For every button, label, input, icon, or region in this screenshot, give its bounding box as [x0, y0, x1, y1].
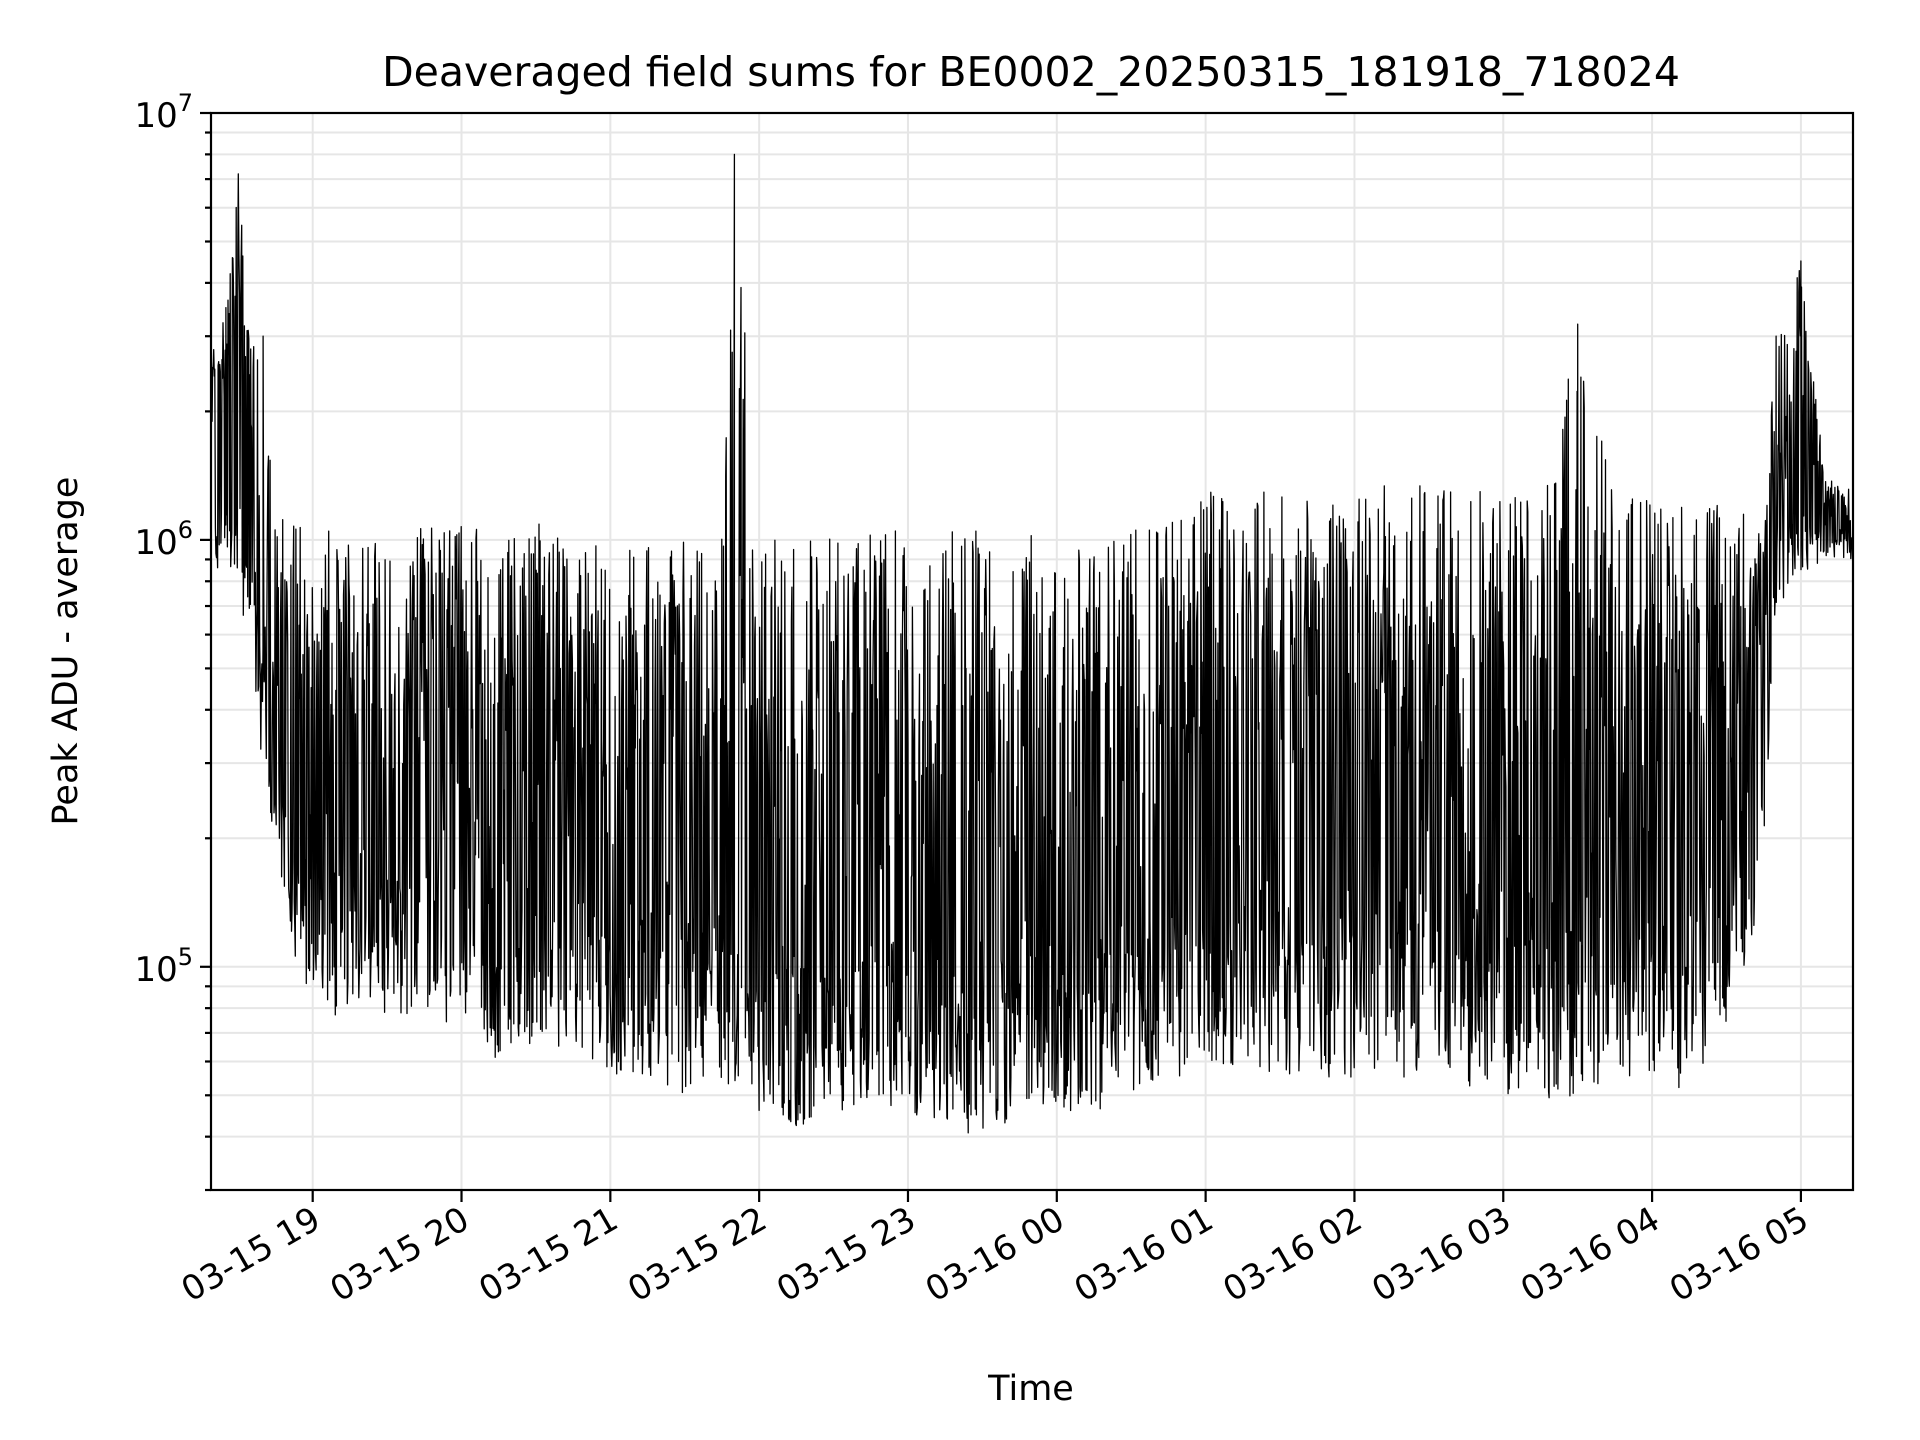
y-tick-label: 106 — [134, 516, 193, 563]
y-axis-label: Peak ADU - average — [46, 477, 86, 826]
series-line — [210, 153, 1854, 1134]
y-tick-label: 105 — [134, 943, 193, 990]
plot-area-frame — [209, 111, 1855, 1192]
y-tick-label: 107 — [134, 89, 193, 136]
chart-title: Deaveraged field sums for BE0002_2025031… — [382, 48, 1680, 96]
x-axis-label: Time — [987, 1369, 1074, 1409]
series-layer — [210, 153, 1854, 1134]
y-axis: 105 106 107 — [134, 89, 211, 1192]
